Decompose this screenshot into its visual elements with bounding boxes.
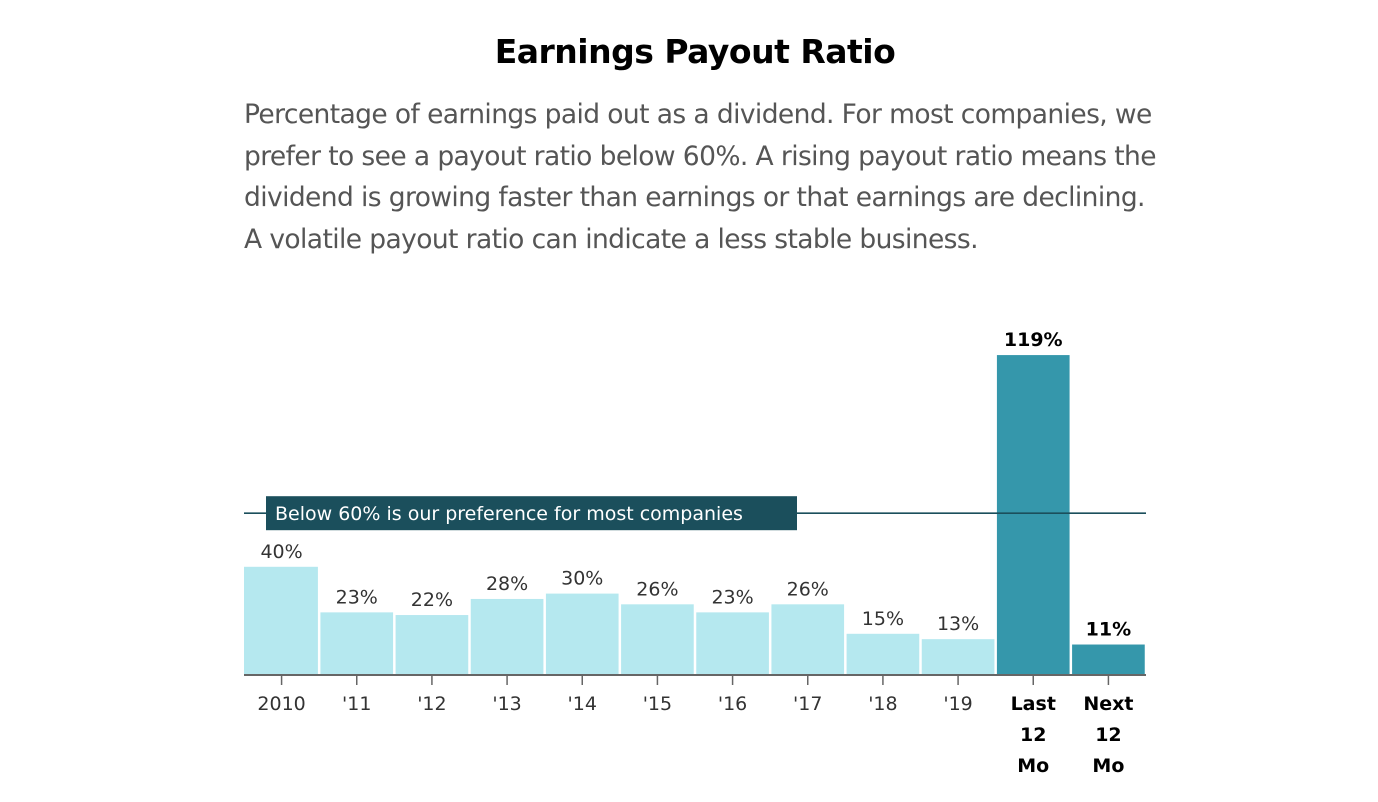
reference-line-group: Below 60% is our preference for most com… <box>244 496 1146 531</box>
bar-4 <box>545 593 619 674</box>
x-tick-label: '15 <box>643 693 672 715</box>
bar-11 <box>1072 644 1145 674</box>
x-tick-label: Mo <box>1017 755 1049 777</box>
x-tick-label: '13 <box>492 693 521 715</box>
bar-10 <box>996 355 1070 674</box>
bar-0 <box>244 566 318 674</box>
bar-value-label: 30% <box>561 568 603 590</box>
bar-value-label: 40% <box>260 541 302 563</box>
x-tick-label: 12 <box>1095 724 1121 746</box>
x-tick-label: '16 <box>718 693 747 715</box>
x-tick-label: 12 <box>1020 724 1046 746</box>
bar-8 <box>846 633 920 674</box>
bar-value-label: 26% <box>636 578 678 600</box>
reference-label-box <box>266 496 797 531</box>
bar-value-label: 11% <box>1086 619 1131 641</box>
bar-value-label: 15% <box>862 608 904 630</box>
bar-9 <box>921 639 995 674</box>
bar-value-label: 22% <box>411 589 453 611</box>
x-tick-label: Last <box>1011 693 1056 715</box>
bar-value-label: 23% <box>711 586 753 608</box>
bar-value-label: 13% <box>937 613 979 635</box>
bar-5 <box>621 604 694 674</box>
x-tick-label: '11 <box>342 693 371 715</box>
bars-group: 40% 23% 22% 28% 30% 26% 23% 26% 15% 13% 119% 11% <box>244 329 1145 674</box>
x-tick-label: Next <box>1083 693 1133 715</box>
bar-1 <box>320 612 394 674</box>
x-tick-label: 2010 <box>257 693 305 715</box>
x-tick-label: '18 <box>868 693 897 715</box>
bar-2 <box>395 615 469 674</box>
bar-value-label: 119% <box>1004 329 1063 351</box>
x-axis: 2010 '11 '12 '13 '14 '15 '16 '17 '18 '19 Last 12 Mo N… <box>244 674 1146 777</box>
bar-6 <box>696 612 769 674</box>
x-tick-label: '19 <box>943 693 972 715</box>
bar-3 <box>470 598 544 674</box>
x-tick-label: '14 <box>568 693 597 715</box>
x-tick-label: '12 <box>417 693 446 715</box>
bar-value-label: 28% <box>486 573 528 595</box>
x-tick-label: Mo <box>1092 755 1124 777</box>
chart-description: Percentage of earnings paid out as a div… <box>244 99 1157 255</box>
reference-label: Below 60% is our preference for most com… <box>275 503 743 525</box>
bar-7 <box>771 604 845 674</box>
bar-value-label: 26% <box>787 578 829 600</box>
chart-title: Earnings Payout Ratio <box>494 32 896 71</box>
x-tick-label: '17 <box>793 693 822 715</box>
bar-value-label: 23% <box>336 586 378 608</box>
